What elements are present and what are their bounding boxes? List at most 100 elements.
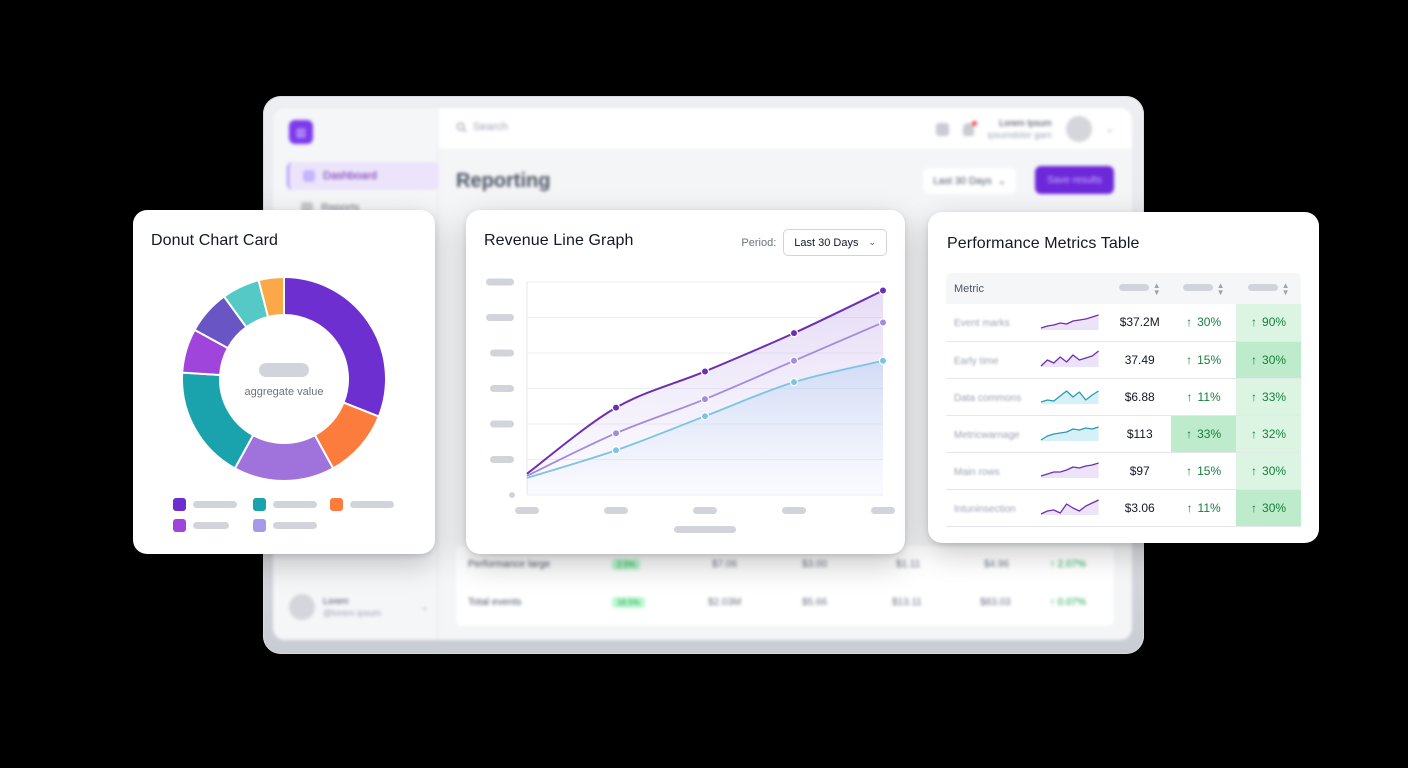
sparkline <box>1039 304 1109 342</box>
change-1-cell: ↑ 30% <box>1171 304 1237 342</box>
table-row[interactable]: Early time 37.49 ↑ 15% ↑ 30% <box>946 341 1301 379</box>
metric-name: Intuninsection <box>946 489 1040 527</box>
apps-icon[interactable] <box>935 122 949 136</box>
column-header-change-2[interactable]: ▲ ▼ <box>1236 273 1301 304</box>
status-badge: 2.5% <box>612 558 641 570</box>
donut-chart: aggregate value <box>180 275 388 483</box>
data-point <box>878 356 888 366</box>
data-point <box>611 403 621 412</box>
legend-swatch <box>330 498 343 511</box>
table-row[interactable]: Intuninsection $3.06 ↑ 11% ↑ 30% <box>946 489 1301 527</box>
legend-item[interactable] <box>253 498 317 511</box>
search-icon <box>456 122 467 133</box>
sparkline <box>1039 452 1109 490</box>
arrow-up-icon: ↑ <box>1186 500 1193 515</box>
change-2-cell: ↑ 30% <box>1236 489 1301 527</box>
change-2-cell: ↑ 90% <box>1236 304 1301 342</box>
metric-value: $97 <box>1108 452 1172 490</box>
change-2-cell: ↑ 30% <box>1236 452 1301 490</box>
metric-name: Early time <box>946 341 1040 379</box>
date-range-value: Last 30 Days <box>933 175 992 187</box>
date-range-select[interactable]: Last 30 Days ⌄ <box>923 168 1016 194</box>
profile-name: Lorem Ipsum <box>999 118 1052 128</box>
period-label: Period: <box>741 236 777 249</box>
table-row[interactable]: Data commons $6.88 ↑ 11% ↑ 33% <box>946 378 1301 416</box>
data-point <box>700 411 710 421</box>
save-results-button[interactable]: Save results <box>1034 166 1114 194</box>
arrow-up-icon: ↑ <box>1251 500 1258 515</box>
chevron-down-icon: ⌄ <box>868 237 876 247</box>
legend-item[interactable] <box>173 519 229 532</box>
sort-icon: ▲ ▼ <box>1152 280 1161 297</box>
chart-logo-icon[interactable]: ▥ <box>289 120 313 144</box>
arrow-up-icon: ↑ <box>1251 352 1258 367</box>
column-header-value[interactable]: ▲ ▼ <box>1108 273 1172 304</box>
chevron-down-icon[interactable]: ⌄ <box>1105 123 1114 135</box>
legend-item[interactable] <box>253 519 317 532</box>
donut-segment[interactable] <box>257 275 285 319</box>
change-2-cell: ↑ 33% <box>1236 378 1301 416</box>
profile-avatar[interactable] <box>1065 116 1092 142</box>
search-input[interactable]: Search <box>456 121 508 133</box>
sidebar-item-dashboard[interactable]: Dashboard <box>287 162 439 190</box>
grid-icon <box>303 170 315 182</box>
performance-metrics-table-card: Performance Metrics Table Metric ▲ ▼ ▲ ▼ ▲… <box>928 212 1319 543</box>
arrow-up-icon: ↑ <box>1186 426 1193 441</box>
metric-value: $113 <box>1108 415 1172 453</box>
table-row[interactable]: Main rows $97 ↑ 15% ↑ 30% <box>946 452 1301 490</box>
data-point <box>700 394 710 404</box>
notification-bell-icon[interactable] <box>962 120 977 136</box>
sort-icon: ▲ ▼ <box>1216 280 1225 297</box>
table-row: Performance large 2.5% $7.06 $3.00 $1.11… <box>468 558 1086 570</box>
legend-item[interactable] <box>173 498 237 511</box>
data-point <box>789 356 799 366</box>
sparkline <box>1039 378 1109 416</box>
metric-name: Data commons <box>946 378 1040 416</box>
period-value: Last 30 Days <box>794 236 859 249</box>
search-placeholder: Search <box>473 121 508 133</box>
table-row[interactable]: Metricwarnage $113 ↑ 33% ↑ 32% <box>946 415 1301 453</box>
revenue-line-chart <box>486 278 895 533</box>
user-handle: @lorem ipsum <box>323 608 382 618</box>
data-point <box>611 429 621 438</box>
donut-segment[interactable] <box>283 275 387 418</box>
sidebar-item-label: Dashboard <box>323 170 377 182</box>
legend-item[interactable] <box>330 498 394 511</box>
avatar <box>289 594 315 620</box>
donut-chart-svg <box>181 275 387 482</box>
background-table: Performance large 2.5% $7.06 $3.00 $1.11… <box>456 546 1114 626</box>
column-header-metric: Metric <box>946 273 1109 304</box>
aggregate-value-label: aggregate value <box>244 386 324 398</box>
aggregate-value-placeholder <box>259 363 309 377</box>
data-point <box>878 286 888 295</box>
chevron-down-icon: ⌄ <box>420 601 429 613</box>
change-1-cell: ↑ 11% <box>1171 489 1237 527</box>
data-point <box>789 328 799 338</box>
arrow-up-icon: ↑ <box>1186 463 1193 478</box>
metric-name: Event marks <box>946 304 1040 342</box>
user-name: Lorem <box>323 596 349 606</box>
data-point <box>789 377 799 387</box>
user-menu[interactable]: Lorem @lorem ipsum ⌄ <box>289 590 429 624</box>
revenue-line-graph-card: Revenue Line Graph Period: Last 30 Days … <box>466 210 905 554</box>
arrow-up-icon: ↑ <box>1251 315 1258 330</box>
arrow-up-icon: ↑ <box>1251 389 1258 404</box>
sparkline <box>1039 415 1109 453</box>
arrow-up-icon: ↑ <box>1251 463 1258 478</box>
arrow-up-icon: ↑ <box>1251 426 1258 441</box>
table-row[interactable]: Event marks $37.2M ↑ 30% ↑ 90% <box>946 304 1301 342</box>
data-point <box>878 318 888 327</box>
period-select[interactable]: Last 30 Days ⌄ <box>783 229 887 256</box>
sparkline <box>1039 489 1109 527</box>
change-1-cell: ↑ 15% <box>1171 341 1237 379</box>
card-title: Revenue Line Graph <box>484 232 634 249</box>
change-1-cell: ↑ 11% <box>1171 378 1237 416</box>
data-point <box>611 446 621 455</box>
period-filter: Period: Last 30 Days ⌄ <box>741 229 887 256</box>
metric-value: 37.49 <box>1108 341 1172 379</box>
change-1-cell: ↑ 33% <box>1171 415 1237 453</box>
column-header-change-1[interactable]: ▲ ▼ <box>1171 273 1237 304</box>
change-2-cell: ↑ 30% <box>1236 341 1301 379</box>
status-badge: 18.5% <box>612 596 645 608</box>
profile-info: Lorem Ipsum ipsumdolor gam <box>988 117 1052 141</box>
